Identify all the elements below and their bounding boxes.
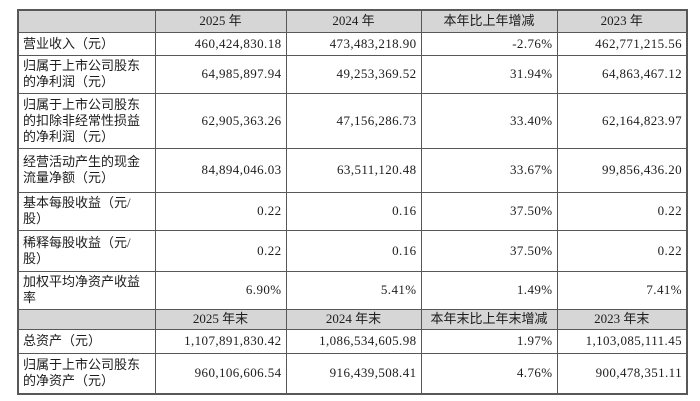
value-cell: 33.40% [420,92,558,149]
value-cell: 4.76% [420,352,558,395]
period-end-header-row: 2025 年末 2024 年末 本年末比上年末增减 2023 年末 [17,308,688,330]
period-end-header-blank-cell [17,308,156,330]
value-cell: 460,424,830.18 [154,31,287,56]
row-net-assets: 归属于上市公司股东 的净资产（元） 960,106,606.54 916,439… [17,352,688,395]
value-cell: 1.97% [420,328,558,354]
value-cell: 7.41% [556,270,688,310]
period-end-header-2023: 2023 年末 [556,308,688,330]
value-cell: 0.16 [285,191,422,231]
row-label-net-profit: 归属于上市公司股东 的净利润（元） [17,54,156,94]
value-cell: 37.50% [420,191,558,231]
value-cell: 1,086,534,605.98 [285,328,422,354]
period-end-header-2024: 2024 年末 [285,308,422,330]
row-label-net-assets: 归属于上市公司股东 的净资产（元） [17,352,156,395]
value-cell: 5.41% [285,270,422,310]
row-weighted-avg-roe: 加权平均净资产收益 率 6.90% 5.41% 1.49% 7.41% [17,270,688,310]
value-cell: 99,856,436.20 [556,147,688,193]
period-end-header-yoy-change: 本年末比上年末增减 [420,308,558,330]
value-cell: 0.16 [285,229,422,272]
annual-header-row: 2025 年 2024 年 本年比上年增减 2023 年 [17,9,688,33]
value-cell: 0.22 [154,191,287,231]
value-cell: 1.49% [420,270,558,310]
value-cell: -2.76% [420,31,558,56]
annual-header-2023: 2023 年 [556,9,688,33]
value-cell: 6.90% [154,270,287,310]
row-label-basic-eps: 基本每股收益（元/ 股） [17,191,156,231]
value-cell: 0.22 [556,191,688,231]
row-basic-eps: 基本每股收益（元/ 股） 0.22 0.16 37.50% 0.22 [17,191,688,231]
row-label-weighted-avg-roe: 加权平均净资产收益 率 [17,270,156,310]
row-diluted-eps: 稀释每股收益（元/ 股） 0.22 0.16 37.50% 0.22 [17,229,688,272]
value-cell: 0.22 [154,229,287,272]
value-cell: 64,863,467.12 [556,54,688,94]
value-cell: 462,771,215.56 [556,31,688,56]
row-total-assets: 总资产（元） 1,107,891,830.42 1,086,534,605.98… [17,328,688,354]
annual-header-2024: 2024 年 [285,9,422,33]
period-end-header-2025: 2025 年末 [154,308,287,330]
value-cell: 49,253,369.52 [285,54,422,94]
value-cell: 62,905,363.26 [154,92,287,149]
value-cell: 960,106,606.54 [154,352,287,395]
row-label-diluted-eps: 稀释每股收益（元/ 股） [17,229,156,272]
value-cell: 31.94% [420,54,558,94]
row-operating-revenue: 营业收入（元） 460,424,830.18 473,483,218.90 -2… [17,31,688,56]
value-cell: 900,478,351.11 [556,352,688,395]
value-cell: 84,894,046.03 [154,147,287,193]
annual-header-yoy-change: 本年比上年增减 [420,9,558,33]
value-cell: 37.50% [420,229,558,272]
row-label-total-assets: 总资产（元） [17,328,156,354]
value-cell: 1,107,891,830.42 [154,328,287,354]
financial-summary: 2025 年 2024 年 本年比上年增减 2023 年 营业收入（元） 460… [17,9,688,395]
row-label-operating-revenue: 营业收入（元） [17,31,156,56]
value-cell: 63,511,120.48 [285,147,422,193]
value-cell: 0.22 [556,229,688,272]
annual-header-blank-cell [17,9,156,33]
value-cell: 62,164,823.97 [556,92,688,149]
row-net-profit: 归属于上市公司股东 的净利润（元） 64,985,897.94 49,253,3… [17,54,688,94]
value-cell: 33.67% [420,147,558,193]
row-label-net-profit-deducted: 归属于上市公司股东 的扣除非经常性损益 的净利润（元） [17,92,156,149]
value-cell: 473,483,218.90 [285,31,422,56]
row-label-operating-cash-flow: 经营活动产生的现金 流量净额（元） [17,147,156,193]
value-cell: 47,156,286.73 [285,92,422,149]
value-cell: 64,985,897.94 [154,54,287,94]
financial-summary-table: 2025 年 2024 年 本年比上年增减 2023 年 营业收入（元） 460… [17,9,688,395]
row-net-profit-deducted: 归属于上市公司股东 的扣除非经常性损益 的净利润（元） 62,905,363.2… [17,92,688,149]
annual-header-2025: 2025 年 [154,9,287,33]
value-cell: 916,439,508.41 [285,352,422,395]
value-cell: 1,103,085,111.45 [556,328,688,354]
row-operating-cash-flow: 经营活动产生的现金 流量净额（元） 84,894,046.03 63,511,1… [17,147,688,193]
